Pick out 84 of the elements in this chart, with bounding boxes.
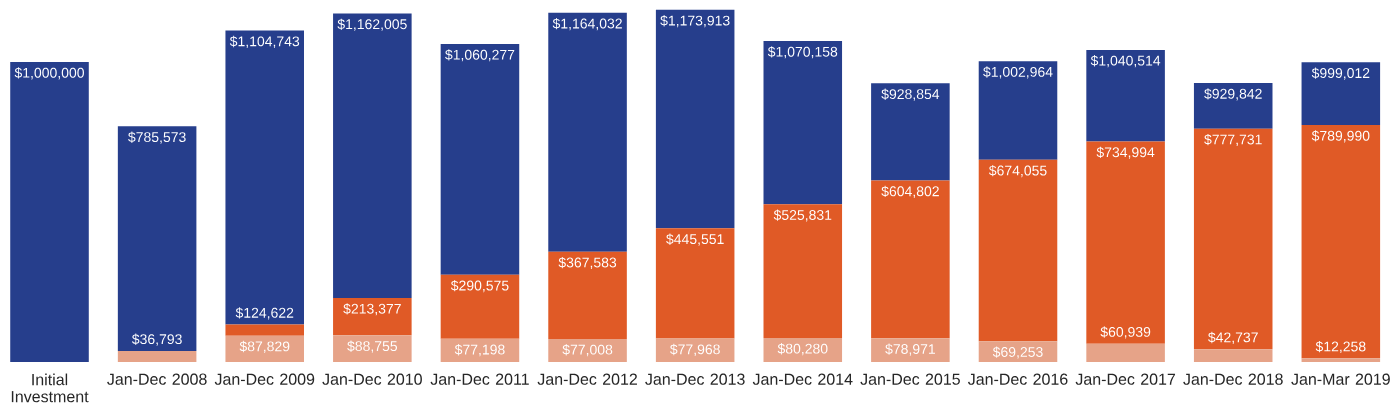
bar [440, 338, 520, 362]
bar [440, 43, 520, 275]
total-label: $928,854 [881, 88, 940, 101]
bar [117, 350, 197, 362]
data-label: $77,198 [454, 344, 505, 357]
x-tick-label: Jan-Dec 2014 [752, 373, 853, 385]
bar [333, 297, 412, 336]
total-label: $1,104,743 [229, 35, 300, 48]
bar [117, 126, 197, 351]
bar [548, 12, 627, 252]
bar [1086, 141, 1165, 344]
x-tick-label: Jan-Dec 2009 [214, 373, 315, 385]
annotation: $734,994 [1096, 146, 1155, 159]
annotation: $290,575 [450, 280, 509, 293]
data-label: $12,258 [1315, 340, 1366, 354]
bar [333, 335, 412, 362]
bar [655, 228, 735, 339]
total-label: $1,000,000 [14, 67, 84, 80]
x-tick-label: Jan-Dec 2008 [107, 373, 207, 385]
x-tick-label: Jan-Dec 2011 [430, 373, 529, 385]
bar [978, 159, 1058, 342]
bar [1193, 349, 1273, 362]
data-label: $88,755 [347, 340, 398, 353]
annotation: $674,055 [988, 165, 1047, 178]
x-tick-label: Jan-Dec 2010 [322, 373, 422, 385]
bar [548, 338, 627, 362]
bar [1193, 83, 1273, 129]
bar [225, 324, 304, 336]
x-tick-label: Jan-Dec 2013 [645, 373, 745, 385]
x-tick-label: Jan-Dec 2016 [967, 373, 1068, 385]
bar [871, 83, 950, 181]
bar [1086, 49, 1165, 142]
bar [225, 30, 304, 325]
bar [763, 40, 843, 205]
annotation: $604,802 [881, 185, 939, 198]
bar [548, 251, 627, 339]
bar [225, 335, 304, 362]
total-label: $1,002,964 [983, 66, 1053, 79]
bar [333, 13, 412, 298]
bar [871, 338, 950, 362]
bar [1301, 358, 1381, 362]
annotation: $789,990 [1311, 130, 1370, 143]
bar [763, 337, 843, 362]
total-label: $1,070,158 [767, 46, 838, 59]
data-label: $36,793 [131, 333, 182, 346]
data-label: $87,829 [239, 340, 290, 353]
data-label: $80,280 [777, 343, 828, 356]
bar [978, 61, 1058, 160]
bar [978, 341, 1058, 362]
total-label: $1,060,277 [445, 49, 515, 62]
bar [1301, 125, 1381, 359]
total-label: $1,040,514 [1090, 55, 1161, 68]
x-tick-label: Jan-Dec 2018 [1183, 373, 1283, 385]
annotation: $445,551 [666, 233, 724, 246]
total-label: $1,164,032 [552, 18, 622, 31]
total-label: $785,573 [128, 131, 186, 144]
annotation: $367,583 [558, 256, 617, 270]
bar [10, 62, 89, 362]
data-label: $42,737 [1208, 331, 1258, 344]
bar [763, 204, 843, 338]
x-tick-label: Jan-Dec 2012 [537, 373, 637, 385]
total-label: $999,012 [1311, 67, 1370, 80]
x-tick-label: Initial Investment [11, 373, 89, 403]
annotation: $124,622 [235, 307, 294, 320]
bar [1086, 343, 1165, 362]
bar [1193, 128, 1273, 350]
x-tick-label: Jan-Mar 2019 [1291, 373, 1390, 385]
data-label: $60,939 [1100, 326, 1151, 339]
x-tick-label: Jan-Dec 2015 [860, 373, 960, 385]
bar [655, 9, 735, 229]
annotation: $777,731 [1204, 133, 1262, 147]
bar [440, 274, 520, 339]
x-tick-label: Jan-Dec 2017 [1075, 373, 1176, 385]
data-label: $77,008 [562, 344, 613, 357]
total-label: $929,842 [1204, 88, 1262, 101]
data-label: $77,968 [670, 343, 720, 356]
annotation: $525,831 [773, 209, 832, 222]
total-label: $1,162,005 [337, 18, 407, 31]
data-label: $69,253 [992, 346, 1043, 359]
annotation: $213,377 [343, 303, 401, 316]
bar [871, 180, 950, 339]
bar [1301, 62, 1381, 126]
total-label: $1,173,913 [660, 15, 730, 28]
data-label: $78,971 [885, 343, 935, 356]
